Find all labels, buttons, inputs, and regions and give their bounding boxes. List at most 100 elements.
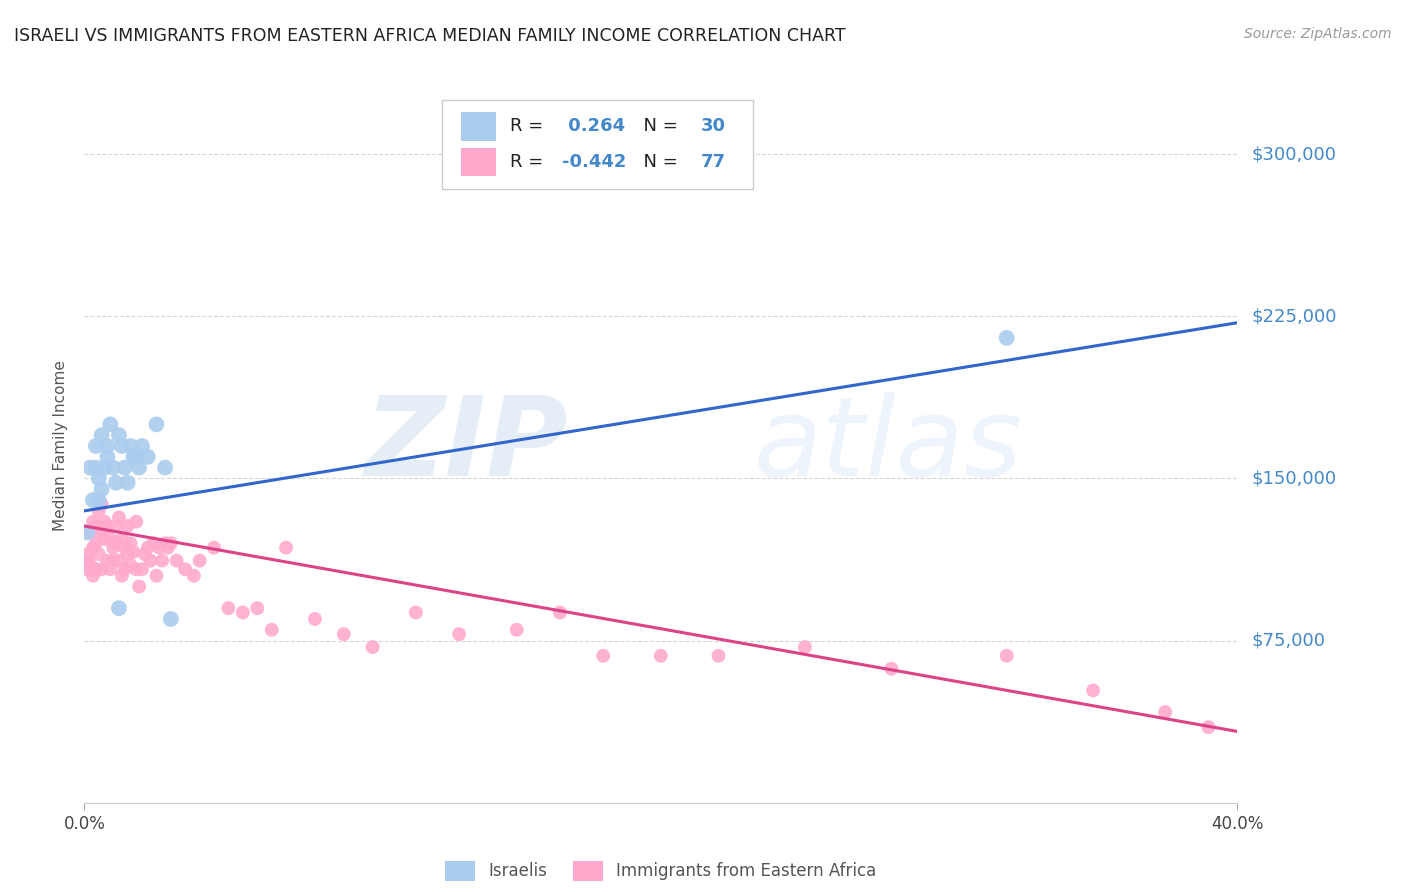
Point (150, 553, 173, 567)
Point (125, 450, 148, 464)
Point (93, 460, 115, 475)
Text: ZIP: ZIP (366, 392, 568, 500)
Point (87, 504, 110, 518)
Point (128, 580, 150, 594)
Point (1154, 705, 1177, 719)
Point (108, 601, 131, 615)
Point (202, 541, 225, 555)
Point (98, 417, 121, 432)
Point (103, 541, 124, 555)
Point (548, 606, 571, 620)
Text: 30: 30 (702, 118, 725, 136)
Point (136, 450, 159, 464)
Point (166, 553, 188, 567)
Point (93, 515, 115, 529)
Point (93, 532, 115, 546)
Text: Source: ZipAtlas.com: Source: ZipAtlas.com (1244, 27, 1392, 41)
Point (114, 541, 136, 555)
Point (145, 568, 167, 582)
Point (87, 471, 110, 485)
Point (139, 553, 162, 567)
Point (114, 460, 136, 475)
Point (79, 525, 101, 540)
Point (120, 439, 142, 453)
Text: $75,000: $75,000 (1251, 632, 1326, 649)
Point (76, 562, 98, 576)
Point (1081, 683, 1104, 698)
Point (120, 558, 142, 572)
Point (90, 482, 112, 496)
Text: -0.442: -0.442 (561, 153, 626, 171)
Point (156, 541, 179, 555)
Point (76, 525, 98, 540)
Point (84, 562, 107, 576)
Point (98, 562, 121, 576)
Point (76, 547, 98, 561)
Point (108, 553, 131, 567)
Point (79, 460, 101, 475)
Point (96, 450, 118, 464)
Point (98, 532, 121, 546)
Point (153, 460, 176, 475)
Point (103, 460, 124, 475)
FancyBboxPatch shape (441, 100, 754, 189)
Text: atlas: atlas (754, 392, 1022, 500)
Point (995, 331, 1018, 345)
Point (174, 562, 197, 576)
Point (90, 525, 112, 540)
Point (82, 568, 104, 582)
Point (96, 439, 118, 453)
Point (105, 536, 128, 550)
Point (122, 450, 145, 464)
Text: ISRAELI VS IMMIGRANTS FROM EASTERN AFRICA MEDIAN FAMILY INCOME CORRELATION CHART: ISRAELI VS IMMIGRANTS FROM EASTERN AFRIC… (14, 27, 845, 45)
Point (145, 417, 167, 432)
Text: R =: R = (510, 118, 548, 136)
Point (82, 541, 104, 555)
Text: $225,000: $225,000 (1251, 307, 1337, 326)
Point (134, 547, 156, 561)
Point (274, 541, 298, 555)
Point (995, 648, 1018, 663)
Point (108, 428, 131, 442)
Point (84, 536, 107, 550)
Point (90, 428, 112, 442)
Point (96, 519, 118, 533)
Point (105, 519, 128, 533)
Point (183, 568, 205, 582)
Point (108, 510, 131, 524)
Point (304, 612, 326, 626)
Point (131, 562, 153, 576)
Point (84, 519, 107, 533)
Point (79, 558, 101, 572)
Point (246, 601, 269, 615)
Point (117, 547, 139, 561)
Point (148, 541, 170, 555)
Point (592, 648, 614, 663)
Point (76, 553, 98, 567)
Text: 0.264: 0.264 (561, 118, 624, 136)
Point (111, 439, 134, 453)
Point (160, 612, 183, 626)
Point (96, 553, 118, 567)
Point (1197, 720, 1219, 734)
Point (117, 475, 139, 490)
Point (105, 475, 128, 490)
Point (87, 547, 110, 561)
Point (128, 460, 150, 475)
Point (122, 545, 145, 559)
Point (793, 640, 815, 654)
Point (103, 553, 124, 567)
Point (131, 439, 153, 453)
Point (84, 439, 107, 453)
Text: N =: N = (633, 118, 683, 136)
Point (332, 627, 354, 641)
Y-axis label: Median Family Income: Median Family Income (53, 360, 69, 532)
Point (405, 606, 427, 620)
Point (650, 648, 672, 663)
Legend: Israelis, Immigrants from Eastern Africa: Israelis, Immigrants from Eastern Africa (439, 855, 883, 888)
Point (447, 627, 470, 641)
Point (87, 493, 110, 508)
Point (82, 515, 104, 529)
Point (880, 662, 903, 676)
FancyBboxPatch shape (461, 112, 496, 141)
